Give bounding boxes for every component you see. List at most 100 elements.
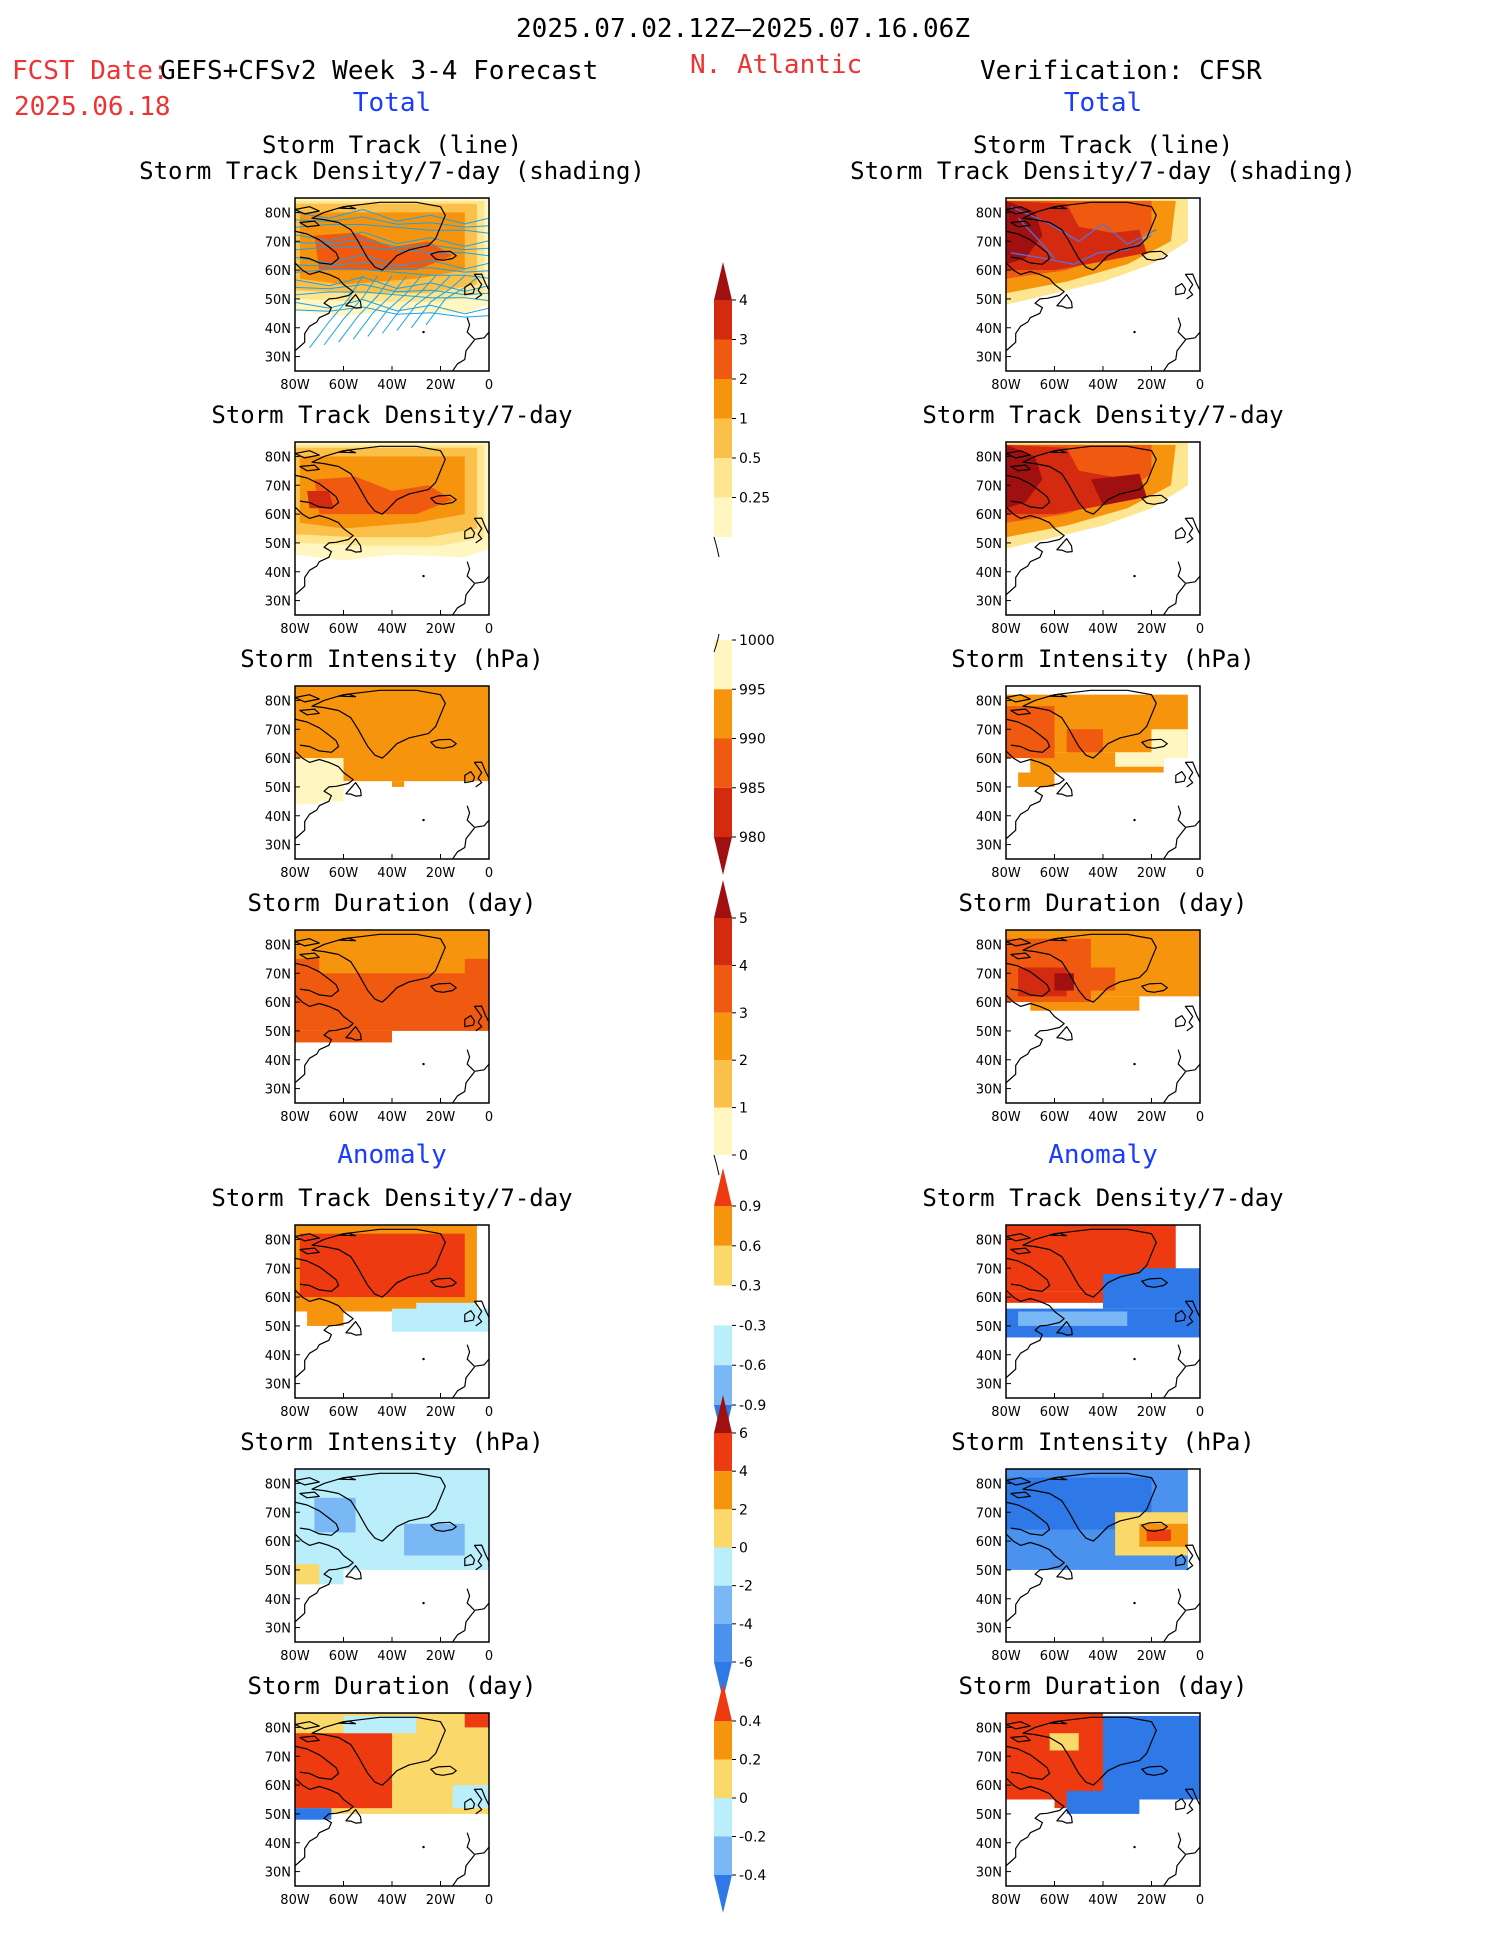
anomaly-fill — [1066, 1790, 1140, 1814]
colorbar-segment — [714, 458, 732, 498]
iberia-coastline — [466, 805, 489, 828]
colorbar-label: 0.3 — [739, 1279, 761, 1295]
arctic-island-coastline — [1006, 206, 1031, 215]
y-tick-label: 30N — [265, 839, 291, 854]
colorbar-label: -0.9 — [739, 1398, 766, 1414]
y-tick-label: 80N — [265, 1721, 291, 1736]
colorbar-top-arrow — [714, 1683, 732, 1721]
colorbar-bottom-arrow — [714, 1875, 732, 1913]
verification-anom-duration-title: Storm Duration (day) — [958, 1672, 1248, 1700]
colorbar-intensity_total: 1000 995 990 985 980 — [713, 633, 775, 875]
storm-track-line — [352, 275, 407, 340]
baffin-coastline — [1006, 1501, 1051, 1536]
colorbar-segment — [714, 1285, 732, 1326]
x-tick-label: 20W — [426, 1405, 456, 1420]
anomaly-fill — [416, 1302, 477, 1326]
north-america-coastline — [295, 506, 354, 596]
britain-coastline — [1184, 761, 1200, 788]
period-title: 2025.07.02.12Z—2025.07.16.06Z — [516, 14, 970, 44]
y-tick-label: 70N — [265, 967, 291, 982]
ireland-coastline — [1175, 1014, 1187, 1028]
x-tick-label: 80W — [280, 1405, 310, 1420]
arctic-island-coastline — [1010, 1247, 1031, 1255]
africa-coastline — [1162, 1366, 1186, 1398]
y-tick-label: 80N — [265, 1233, 291, 1248]
greenland-coastline — [1022, 1472, 1157, 1542]
duration-fill — [295, 1030, 392, 1043]
y-tick-label: 80N — [976, 450, 1002, 465]
colorbar-label: -0.3 — [739, 1318, 766, 1334]
baffin-coastline — [1006, 718, 1051, 753]
storm-track-line — [396, 275, 451, 331]
colorbar-top-arrow — [714, 1168, 732, 1206]
africa-coastline — [451, 583, 475, 615]
y-tick-label: 50N — [976, 1025, 1002, 1040]
iberia-coastline — [1177, 805, 1200, 828]
y-tick-label: 70N — [265, 235, 291, 250]
map-fill — [295, 198, 489, 371]
x-tick-label: 60W — [329, 1649, 359, 1664]
colorbar-bottom-arrow — [714, 1662, 732, 1700]
colorbar-tail — [713, 1154, 720, 1176]
y-tick-label: 80N — [976, 694, 1002, 709]
arctic-island-coastline — [299, 464, 320, 472]
newfoundland-coastline — [345, 293, 362, 309]
forecast-anom-density-title: Storm Track Density/7-day — [211, 1184, 573, 1212]
x-tick-label: 40W — [1088, 866, 1118, 881]
verification-duration-title: Storm Duration (day) — [958, 889, 1248, 917]
map-fill — [295, 1225, 489, 1398]
greenland-coastline — [1022, 1228, 1157, 1298]
arctic-island-coastline — [1048, 449, 1068, 454]
colorbar-segment — [714, 738, 732, 788]
colorbar-segment — [714, 1206, 732, 1246]
arctic-island-coastline — [295, 206, 320, 215]
y-tick-label: 30N — [976, 595, 1002, 610]
colorbar-segment — [714, 1245, 732, 1286]
x-tick-label: 40W — [377, 1649, 407, 1664]
map-fill — [295, 686, 489, 859]
storm-track-line — [425, 275, 480, 326]
storm-track-line — [410, 275, 466, 329]
newfoundland-coastline — [345, 1025, 362, 1041]
arctic-island-coastline — [337, 1720, 357, 1725]
x-tick-label: 60W — [1040, 866, 1070, 881]
y-tick-label: 70N — [976, 1262, 1002, 1277]
colorbar-label: 1 — [739, 412, 748, 428]
britain-coastline — [473, 761, 489, 788]
baffin-coastline — [1006, 230, 1051, 265]
verification-total-track-map: 80W 60W 40W 20W 0 80N 70N 60N 50N 40N 30N — [976, 197, 1204, 393]
anomaly-fill — [1139, 1268, 1200, 1292]
x-tick-label: 0 — [1196, 1405, 1204, 1420]
britain-coastline — [1184, 273, 1200, 300]
x-tick-label: 40W — [377, 866, 407, 881]
y-tick-label: 50N — [265, 1564, 291, 1579]
ireland-coastline — [464, 1797, 476, 1811]
storm-track-line — [367, 275, 422, 337]
forecast-duration-title: Storm Duration (day) — [247, 889, 537, 917]
y-tick-label: 30N — [976, 1378, 1002, 1393]
africa-coastline — [1162, 1071, 1186, 1103]
arctic-island-coastline — [1048, 1232, 1068, 1237]
y-tick-label: 80N — [265, 206, 291, 221]
iceland-coastline — [1141, 1521, 1168, 1532]
y-tick-label: 80N — [265, 938, 291, 953]
verification-anomaly-density-map: 80W 60W 40W 20W 0 80N 70N 60N 50N 40N 30N — [976, 1224, 1204, 1420]
verification-total-duration-map: 80W 60W 40W 20W 0 80N 70N 60N 50N 40N 30N — [976, 929, 1204, 1125]
forecast-anomaly-intensity-map: 80W 60W 40W 20W 0 80N 70N 60N 50N 40N 30N — [265, 1468, 493, 1664]
colorbar-segment — [714, 1836, 732, 1875]
colorbar-segment — [714, 497, 732, 537]
ireland-coastline — [464, 282, 476, 296]
colorbar-label: 0.5 — [739, 451, 761, 467]
y-tick-label: 60N — [265, 1535, 291, 1550]
intensity-fill — [1066, 729, 1103, 753]
map-fill — [1006, 198, 1200, 371]
ireland-coastline — [1175, 282, 1187, 296]
verification-label: Verification: CFSR — [980, 56, 1262, 86]
arctic-island-coastline — [299, 1735, 320, 1743]
forecast-total-intensity-map: 80W 60W 40W 20W 0 80N 70N 60N 50N 40N 30N — [265, 685, 493, 881]
x-tick-label: 0 — [485, 1649, 493, 1664]
y-tick-label: 60N — [976, 752, 1002, 767]
verification-track-subtitle: Storm Track Density/7-day (shading) — [850, 157, 1356, 185]
x-tick-label: 60W — [1040, 1893, 1070, 1908]
iceland-coastline — [430, 1277, 457, 1288]
